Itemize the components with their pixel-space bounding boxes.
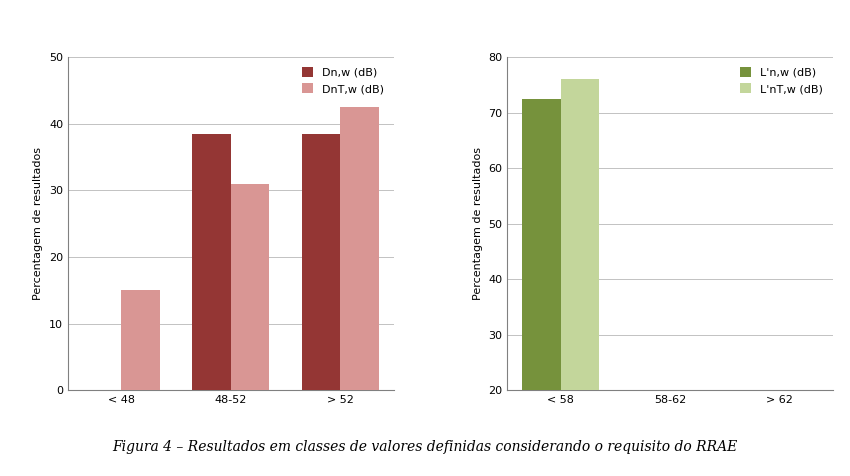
Legend: Dn,w (dB), DnT,w (dB): Dn,w (dB), DnT,w (dB)	[298, 63, 388, 99]
Bar	[522, 99, 561, 476]
Bar	[561, 79, 599, 476]
Bar	[192, 134, 230, 390]
Text: Figura 4 – Resultados em classes de valores definidas considerando o requisito d: Figura 4 – Resultados em classes de valo…	[112, 440, 738, 455]
Y-axis label: Percentagem de resultados: Percentagem de resultados	[33, 147, 43, 300]
Bar	[230, 184, 269, 390]
Y-axis label: Percentagem de resultados: Percentagem de resultados	[473, 147, 483, 300]
Bar	[122, 290, 160, 390]
Legend: L'n,w (dB), L'nT,w (dB): L'n,w (dB), L'nT,w (dB)	[736, 63, 827, 99]
Bar	[340, 107, 379, 390]
Bar	[302, 134, 340, 390]
